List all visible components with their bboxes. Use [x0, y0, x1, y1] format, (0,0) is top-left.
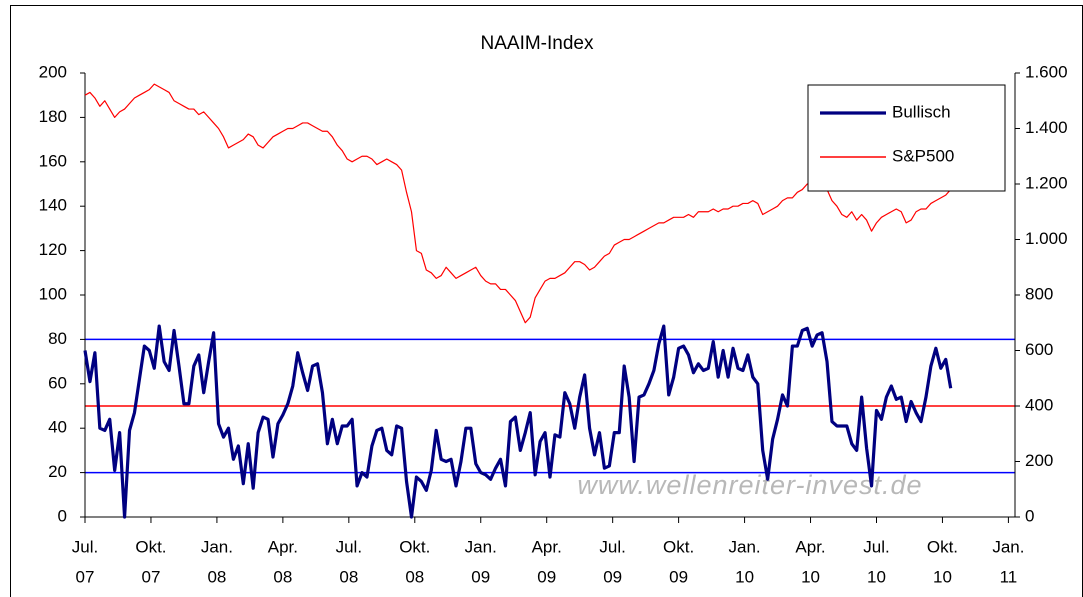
y-tick-label: 60 [48, 373, 67, 392]
x-tick-label: 08 [207, 567, 226, 586]
x-tick-label: Jan. [992, 537, 1024, 556]
x-tick-label: Apr. [795, 537, 825, 556]
x-tick-label: 10 [933, 567, 952, 586]
x-tick-label: Okt. [663, 537, 694, 556]
y-tick-label: 20 [48, 462, 67, 481]
x-tick-label: 07 [76, 567, 95, 586]
x-tick-label: Jan. [201, 537, 233, 556]
y-tick-label: 80 [48, 329, 67, 348]
legend-label: S&P500 [892, 146, 954, 165]
x-tick-label: Jul. [863, 537, 889, 556]
y-tick-label: 160 [39, 151, 67, 170]
y2-tick-label: 0 [1025, 506, 1034, 525]
y2-tick-label: 1.400 [1025, 118, 1068, 137]
x-tick-label: 09 [669, 567, 688, 586]
x-tick-label: 08 [273, 567, 292, 586]
y-tick-label: 140 [39, 196, 67, 215]
x-tick-label: 09 [603, 567, 622, 586]
y2-tick-label: 1.000 [1025, 229, 1068, 248]
x-tick-label: Jan. [465, 537, 497, 556]
x-tick-label: Apr. [532, 537, 562, 556]
y2-tick-label: 200 [1025, 451, 1053, 470]
x-tick-label: Okt. [135, 537, 166, 556]
x-tick-label: Jul. [336, 537, 362, 556]
y-tick-label: 200 [39, 62, 67, 81]
chart-title: NAAIM-Index [481, 33, 594, 54]
y2-tick-label: 1.200 [1025, 173, 1068, 192]
y-tick-label: 0 [58, 506, 67, 525]
series-line [83, 324, 953, 519]
y2-tick-label: 800 [1025, 284, 1053, 303]
x-tick-label: Apr. [268, 537, 298, 556]
x-tick-label: 08 [339, 567, 358, 586]
y2-tick-label: 400 [1025, 395, 1053, 414]
y-tick-label: 180 [39, 107, 67, 126]
y-tick-label: 120 [39, 240, 67, 259]
x-tick-label: 08 [405, 567, 424, 586]
y2-tick-label: 600 [1025, 340, 1053, 359]
x-tick-label: Jan. [729, 537, 761, 556]
x-tick-label: 07 [141, 567, 160, 586]
x-tick-label: Jul. [599, 537, 625, 556]
x-tick-label: 11 [1000, 567, 1018, 586]
x-tick-label: Jul. [72, 537, 98, 556]
series-line [84, 83, 952, 324]
y-tick-label: 100 [39, 284, 67, 303]
y-tick-label: 40 [48, 418, 67, 437]
x-tick-label: Okt. [927, 537, 958, 556]
y2-tick-label: 1.600 [1025, 62, 1068, 81]
x-tick-label: 10 [801, 567, 820, 586]
x-tick-label: 10 [735, 567, 754, 586]
watermark: www.wellenreiter-invest.de [577, 470, 922, 500]
x-tick-label: 09 [471, 567, 490, 586]
x-tick-label: Okt. [399, 537, 430, 556]
legend-box [807, 84, 1006, 192]
x-tick-label: 10 [867, 567, 886, 586]
legend-label: Bullisch [892, 102, 951, 121]
x-tick-label: 09 [537, 567, 556, 586]
